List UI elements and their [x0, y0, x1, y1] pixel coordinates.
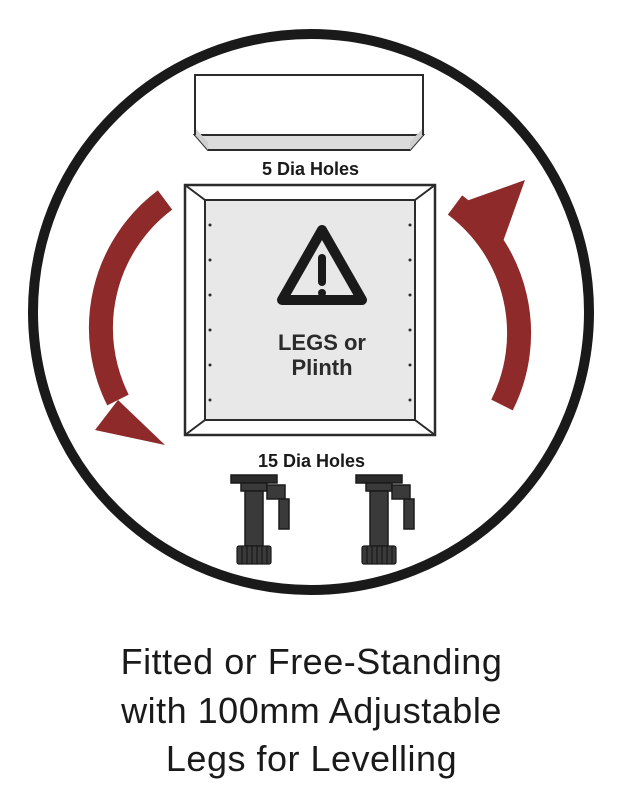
- caption-line1: Fitted or Free-Standing: [121, 641, 503, 682]
- plinth-top: [195, 75, 423, 150]
- label-center-1: LEGS or: [278, 330, 366, 355]
- caption: Fitted or Free-Standing with 100mm Adjus…: [0, 638, 623, 784]
- leg-right: [356, 475, 414, 564]
- leg-left: [231, 475, 289, 564]
- arrow-left: [95, 200, 165, 445]
- label-top-holes: 5 Dia Holes: [262, 159, 359, 179]
- diagram-wrap: 5 Dia Holes LEGS or Plinth 15 Dia Ho: [0, 0, 623, 806]
- label-bottom-holes: 15 Dia Holes: [258, 451, 365, 471]
- caption-line3: Legs for Levelling: [166, 738, 457, 779]
- caption-line2: with 100mm Adjustable: [121, 690, 502, 731]
- label-center-2: Plinth: [291, 355, 352, 380]
- diagram-svg: 5 Dia Holes LEGS or Plinth 15 Dia Ho: [0, 0, 623, 640]
- arrow-right: [455, 180, 525, 405]
- cabinet-box: [185, 185, 435, 435]
